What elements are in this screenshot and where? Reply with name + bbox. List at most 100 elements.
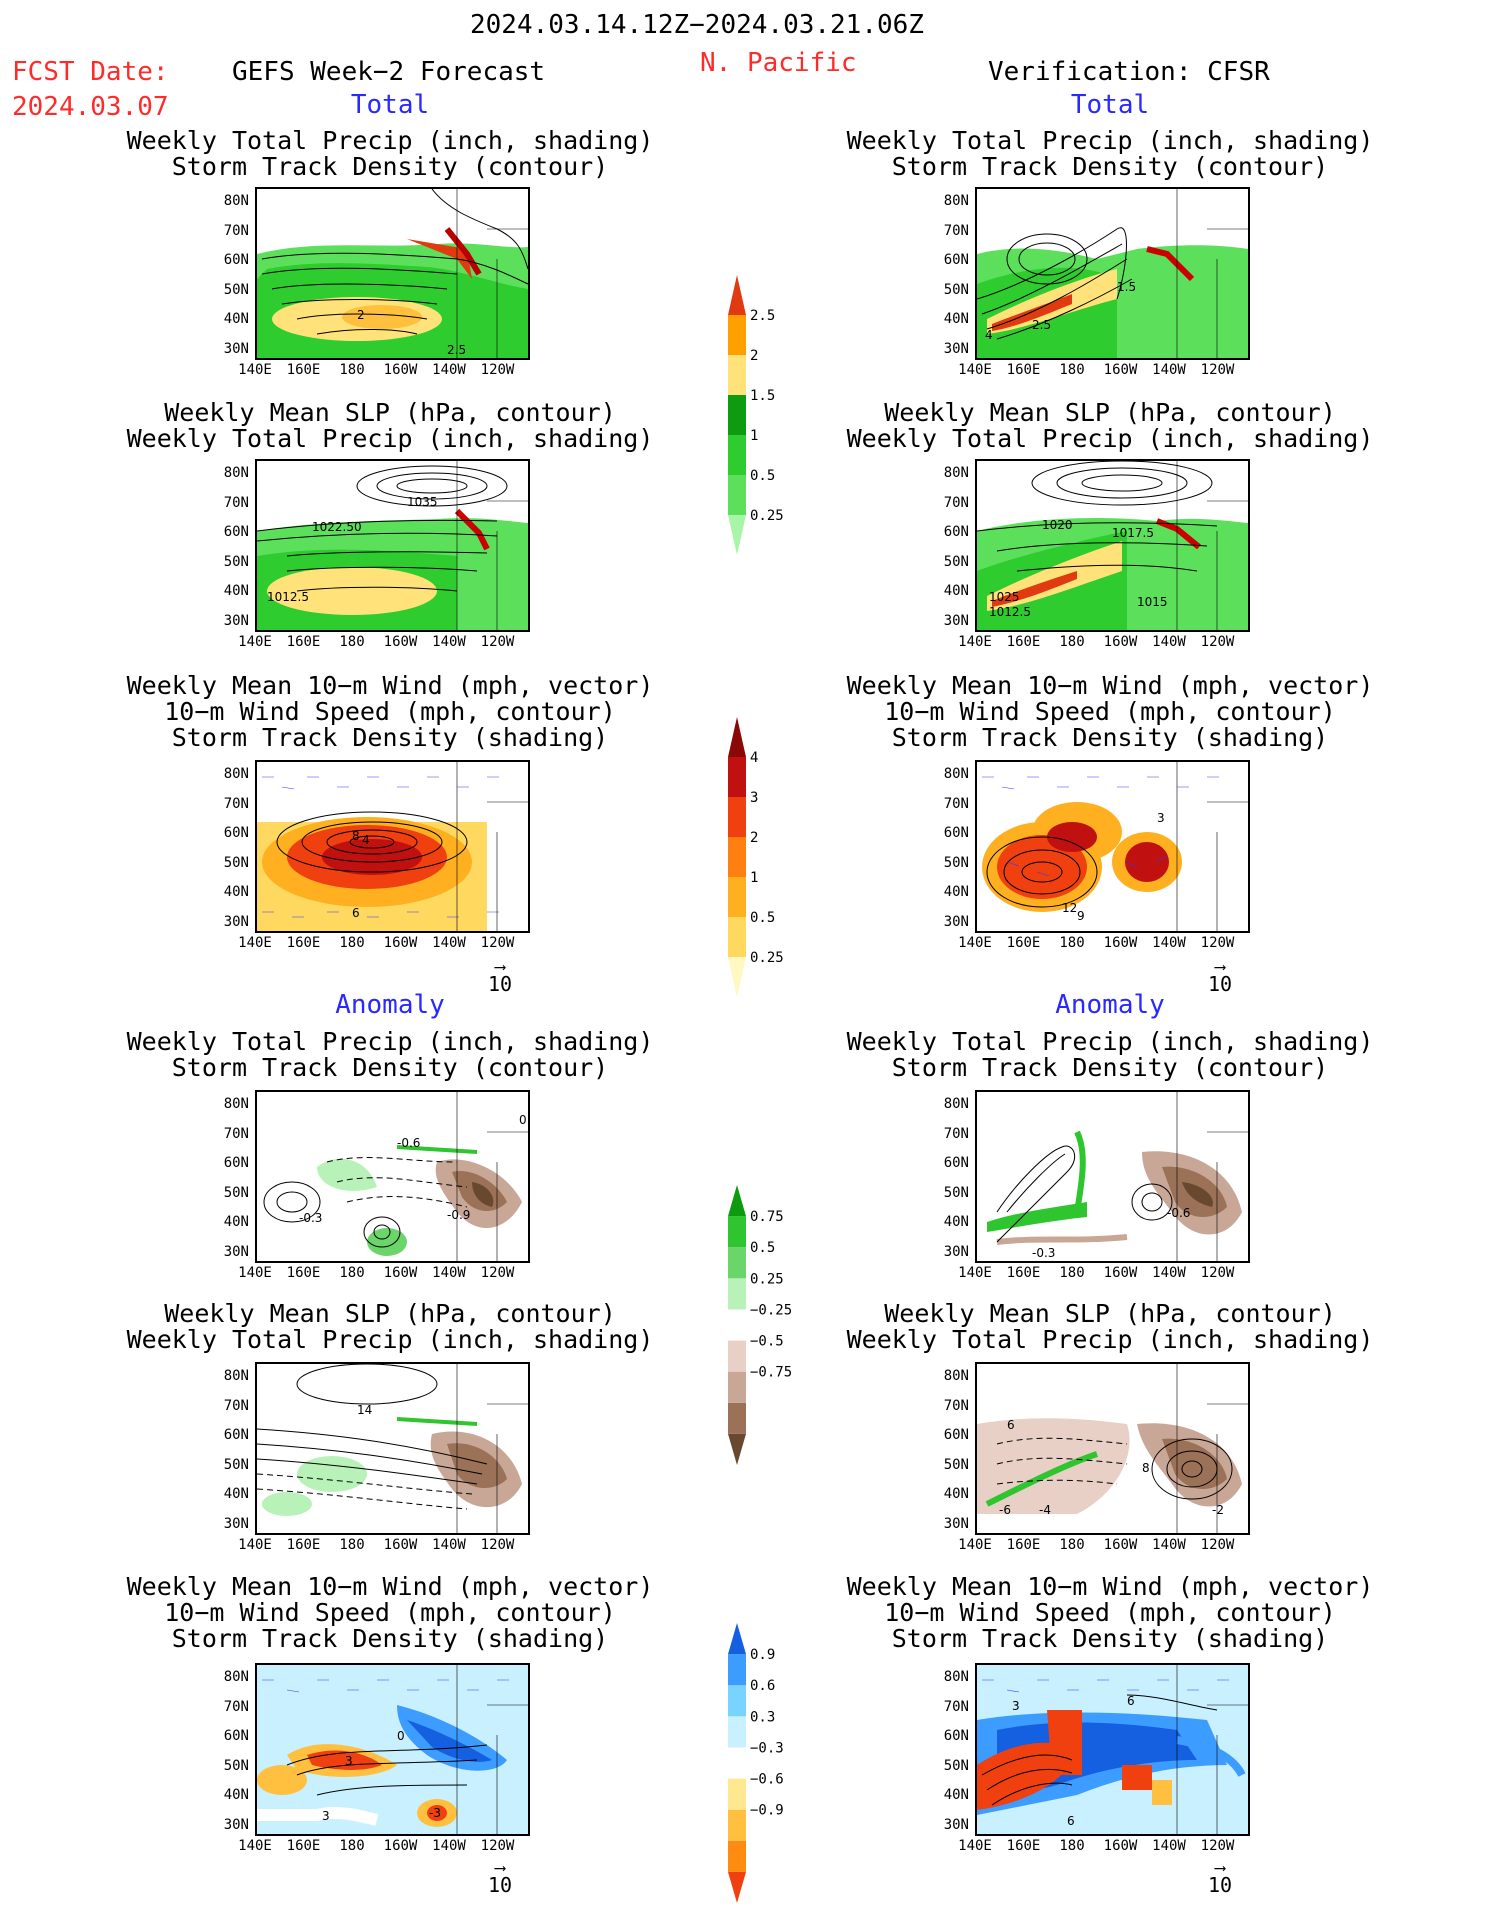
lat-tick-label: 40N xyxy=(943,1214,969,1230)
label-neg0-3: -0.3 xyxy=(299,1211,322,1225)
colorbar-tick-label: 0.5 xyxy=(750,910,775,926)
lat-tick-label: 60N xyxy=(223,1427,249,1443)
colorbar-precip-total: 2.5 2 1.5 1 0.5 0.25 xyxy=(728,275,784,555)
lon-tick-label: 140E xyxy=(238,1537,272,1553)
lon-tick-label: 140W xyxy=(1152,1838,1186,1854)
lat-tick-label: 70N xyxy=(943,222,969,239)
lat-tick-label: 30N xyxy=(223,340,249,357)
colorbar-segment xyxy=(728,315,746,355)
lat-tick-label: 40N xyxy=(943,311,969,327)
colorbar-segment xyxy=(728,1340,746,1372)
colorbar-tick-label: −0.25 xyxy=(750,1302,792,1318)
label-6: 6 xyxy=(1007,1418,1015,1432)
label-3: 3 xyxy=(1012,1699,1020,1713)
lat-tick-label: 40N xyxy=(943,884,969,900)
title-left-slp-precip: Weekly Mean SLP (hPa, contour) Weekly To… xyxy=(126,398,654,453)
lon-tick-label: 140W xyxy=(432,1537,466,1553)
label-neg6: -6 xyxy=(999,1503,1011,1517)
lon-tick-label: 160W xyxy=(383,1838,418,1854)
label-4: 4 xyxy=(985,328,993,342)
label-neg2: -2 xyxy=(1212,1503,1224,1517)
lon-tick-label: 140E xyxy=(958,935,992,951)
title-right-precip-track-anom: Weekly Total Precip (inch, shading) Stor… xyxy=(846,1027,1374,1082)
vector-ref-r6: ⟶ 10 xyxy=(1190,1858,1250,1898)
lon-tick-label: 160E xyxy=(1006,1537,1041,1553)
colorbar-tick-label: 1.5 xyxy=(750,388,775,404)
arrow-right-icon: ⟶ xyxy=(1215,1858,1225,1877)
lon-tick-label: 180 xyxy=(1059,1838,1085,1854)
colorbar-tick-label: 3 xyxy=(750,790,758,806)
map-r4-precip-track-anom: -0.6 -0.3 xyxy=(975,1090,1250,1263)
arrow-right-icon: ⟶ xyxy=(495,1858,505,1877)
lat-tick-label: 40N xyxy=(223,583,249,599)
label-neg3: -3 xyxy=(429,1806,441,1820)
lon-tick-label: 120W xyxy=(1200,935,1235,951)
lat-tick-label: 70N xyxy=(223,222,249,239)
lat-tick-label: 30N xyxy=(223,1816,249,1833)
map-r6-wind-track-anom: 3 6 6 xyxy=(975,1663,1250,1836)
vector-ref-value: 10 xyxy=(487,1873,513,1897)
lat-tick-label: 60N xyxy=(943,1427,969,1443)
lon-tick-label: 160E xyxy=(1006,1265,1041,1281)
lon-tick-label: 180 xyxy=(1059,1537,1085,1553)
lat-tick-label: 80N xyxy=(943,465,969,481)
colorbar-track-anom: 0.9 0.6 0.3 −0.3 −0.6 −0.9 xyxy=(728,1623,784,1903)
colorbar-tick-label: 0.75 xyxy=(750,1209,784,1225)
lon-tick-label: 140W xyxy=(432,634,466,650)
lon-tick-label: 120W xyxy=(480,362,515,378)
vector-ref-value: 10 xyxy=(487,972,513,996)
vector-ref-r3: ⟶ 10 xyxy=(1190,959,1250,997)
lat-tick-label: 80N xyxy=(943,1368,969,1384)
lon-tick-label: 180 xyxy=(339,1537,365,1553)
map-l1-precip-track: 2 2.5 xyxy=(255,187,530,360)
colorbar-tick-label: −0.75 xyxy=(750,1365,792,1381)
title-left-slp-precip-anom: Weekly Mean SLP (hPa, contour) Weekly To… xyxy=(126,1299,654,1354)
lon-tick-label: 120W xyxy=(480,935,515,951)
forecast-model-title: GEFS Week−2 Forecast xyxy=(232,57,546,87)
lat-tick-label: 50N xyxy=(223,1456,249,1473)
map-r1-precip-track: 4 2.5 1.5 xyxy=(975,187,1250,360)
label-neg0-9: -0.9 xyxy=(447,1208,470,1222)
lat-tick-label: 70N xyxy=(943,1698,969,1715)
colorbar-segment xyxy=(728,1654,746,1686)
colorbar-segment xyxy=(728,917,746,957)
label-neg0-6: -0.6 xyxy=(397,1136,420,1150)
lon-tick-label: 180 xyxy=(339,362,365,378)
colorbar-tick-label: 2.5 xyxy=(750,308,775,324)
lat-tick-label: 40N xyxy=(223,311,249,327)
colorbar-segment xyxy=(728,1685,746,1717)
lon-tick-label: 160W xyxy=(383,935,418,951)
lat-tick-label: 70N xyxy=(943,1125,969,1142)
colorbar-tick-label: 1 xyxy=(750,428,758,444)
colorbar-segment xyxy=(728,435,746,475)
lon-tick-label: 140W xyxy=(1152,634,1186,650)
title-left-wind-track-anom: Weekly Mean 10−m Wind (mph, vector) 10−m… xyxy=(126,1572,654,1653)
lon-tick-label: 180 xyxy=(1059,1265,1085,1281)
lat-tick-label: 30N xyxy=(943,340,969,357)
colorbar-segment xyxy=(728,717,746,757)
lat-tick-label: 60N xyxy=(943,252,969,268)
colorbar-segment xyxy=(728,355,746,395)
lon-tick-label: 160W xyxy=(1103,1838,1138,1854)
lon-tick-label: 140W xyxy=(1152,1537,1186,1553)
map-l6-wind-track-anom: 0 3 3 -3 xyxy=(255,1663,530,1836)
lon-tick-label: 160E xyxy=(286,1265,321,1281)
lon-tick-label: 180 xyxy=(339,1265,365,1281)
label-0: 0 xyxy=(519,1113,527,1127)
vector-ref-l6: ⟶ 10 xyxy=(470,1858,530,1898)
colorbar-tick-label: 0.5 xyxy=(750,468,775,484)
colorbar-segment xyxy=(728,1871,746,1903)
title-right-slp-precip-anom: Weekly Mean SLP (hPa, contour) Weekly To… xyxy=(846,1299,1374,1354)
lat-tick-label: 70N xyxy=(943,1397,969,1414)
lat-tick-label: 30N xyxy=(943,1243,969,1260)
title-right-wind-track: Weekly Mean 10−m Wind (mph, vector) 10−m… xyxy=(846,671,1374,752)
colorbar-segment xyxy=(728,1747,746,1779)
lon-tick-label: 140E xyxy=(958,1838,992,1854)
section-anomaly-right: Anomaly xyxy=(1055,990,1165,1020)
lat-tick-label: 30N xyxy=(943,1816,969,1833)
lat-tick-label: 40N xyxy=(223,1787,249,1803)
lat-tick-label: 60N xyxy=(943,1728,969,1744)
lon-tick-label: 160E xyxy=(1006,935,1041,951)
section-anomaly-left: Anomaly xyxy=(335,990,445,1020)
lon-tick-label: 160W xyxy=(383,634,418,650)
